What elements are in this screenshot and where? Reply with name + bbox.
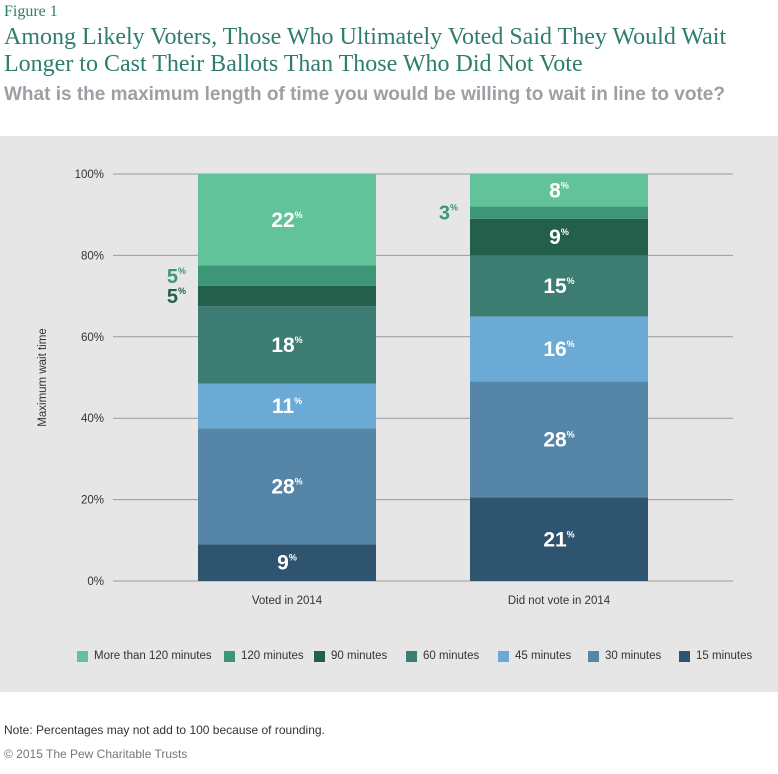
copyright: © 2015 The Pew Charitable Trusts	[4, 747, 188, 761]
data-label: 11%	[272, 395, 302, 418]
legend-item: 120 minutes	[224, 648, 304, 664]
legend-swatch	[77, 650, 88, 662]
legend-label: 60 minutes	[423, 650, 480, 662]
data-label: 28%	[543, 429, 574, 452]
y-tick-label: 100%	[75, 169, 104, 181]
y-tick-label: 60%	[81, 332, 104, 344]
footnote: Note: Percentages may not add to 100 bec…	[4, 723, 325, 737]
bar-segment	[470, 218, 648, 256]
data-label: 18%	[271, 334, 302, 357]
bar-segment	[470, 206, 648, 219]
data-label: 15%	[543, 275, 574, 298]
bar-segment	[470, 381, 648, 498]
data-label: 21%	[543, 528, 574, 551]
bar-segment	[198, 174, 376, 266]
bar-segment	[198, 285, 376, 307]
legend-item: 90 minutes	[314, 648, 387, 664]
chart-subtitle: What is the maximum length of time you w…	[4, 84, 725, 105]
legend-label: 30 minutes	[605, 650, 662, 662]
y-axis-label: Maximum wait time	[37, 328, 49, 426]
y-tick-label: 20%	[81, 495, 104, 507]
legend-swatch	[679, 650, 690, 662]
figure-label: Figure 1	[4, 3, 58, 20]
data-label: 9%	[549, 226, 569, 249]
chart-title: Among Likely Voters, Those Who Ultimatel…	[4, 24, 727, 77]
legend-label: 120 minutes	[241, 650, 304, 662]
legend-swatch	[588, 650, 599, 662]
bar-segment	[198, 306, 376, 384]
bar-segment	[470, 174, 648, 207]
y-tick-label: 0%	[87, 576, 104, 588]
bar-segment	[470, 316, 648, 382]
legend-label: More than 120 minutes	[94, 650, 212, 662]
data-label: 3%	[439, 203, 458, 225]
y-tick-label: 80%	[81, 250, 104, 262]
legend-swatch	[224, 650, 235, 662]
data-label: 5%	[167, 286, 186, 308]
legend-item: More than 120 minutes	[77, 648, 212, 664]
data-label: 16%	[543, 338, 574, 361]
data-label: 8%	[549, 179, 569, 202]
chart-legend: More than 120 minutes 120 minutes 90 minut…	[0, 648, 778, 664]
legend-label: 15 minutes	[696, 650, 753, 662]
bar-segment	[198, 428, 376, 545]
legend-swatch	[314, 650, 325, 662]
bar-segment	[470, 497, 648, 581]
legend-label: 45 minutes	[515, 650, 572, 662]
bar-segment	[198, 544, 376, 581]
chart-panel	[0, 136, 778, 692]
data-label: 28%	[271, 475, 302, 498]
legend-swatch	[498, 650, 509, 662]
legend-item: 15 minutes	[679, 648, 752, 664]
legend-swatch	[406, 650, 417, 662]
x-category-label: Did not vote in 2014	[508, 595, 611, 607]
y-tick-label: 40%	[81, 413, 104, 425]
bar-segment	[198, 383, 376, 429]
bar-segment	[198, 265, 376, 286]
legend-label: 90 minutes	[331, 650, 388, 662]
legend-item: 30 minutes	[588, 648, 661, 664]
data-label: 9%	[277, 552, 297, 575]
x-category-label: Voted in 2014	[252, 595, 323, 607]
bar-segment	[470, 255, 648, 317]
data-label: 22%	[271, 209, 302, 232]
data-label: 5%	[167, 266, 186, 288]
legend-item: 45 minutes	[498, 648, 571, 664]
legend-item: 60 minutes	[406, 648, 479, 664]
